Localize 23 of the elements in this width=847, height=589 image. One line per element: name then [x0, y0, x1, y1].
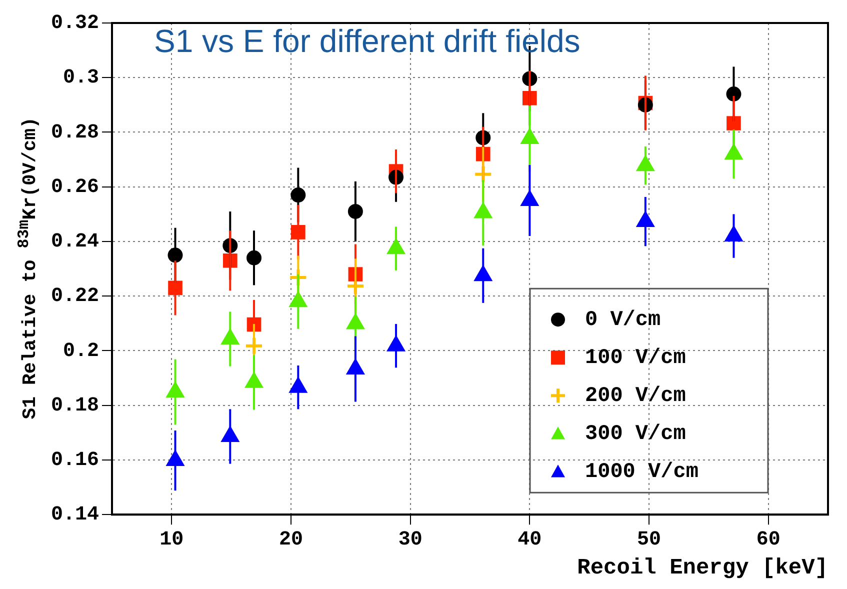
x-tick-label: 60: [756, 528, 780, 552]
y-tick-label: 0.22: [50, 285, 100, 308]
legend-label: 100 V/cm: [585, 346, 686, 370]
y-tick-label: 0.2: [62, 340, 100, 363]
y-tick-label: 0.28: [50, 121, 100, 144]
chart-title: S1 vs E for different drift fields: [154, 22, 580, 59]
y-tick-label: 0.26: [50, 176, 100, 199]
y-tick-label: 0.14: [50, 504, 100, 527]
legend-label: 0 V/cm: [585, 308, 661, 332]
legend-label: 200 V/cm: [585, 384, 686, 408]
x-tick-label: 40: [518, 528, 542, 552]
x-tick-label: 10: [160, 528, 184, 552]
x-tick-label: 20: [279, 528, 304, 552]
y-tick-label: 0.32: [50, 12, 100, 36]
legend-label: 1000 V/cm: [585, 460, 698, 484]
x-tick-label: 30: [398, 528, 422, 552]
y-tick-label: 0.18: [50, 394, 100, 418]
x-axis-title: Recoil Energy [keV]: [577, 555, 828, 580]
y-tick-label: 0.3: [62, 66, 100, 90]
y-tick-label: 0.24: [50, 230, 100, 254]
x-tick-label: 50: [636, 528, 662, 552]
legend-label: 300 V/cm: [585, 422, 686, 446]
y-tick-label: 0.16: [50, 449, 100, 472]
